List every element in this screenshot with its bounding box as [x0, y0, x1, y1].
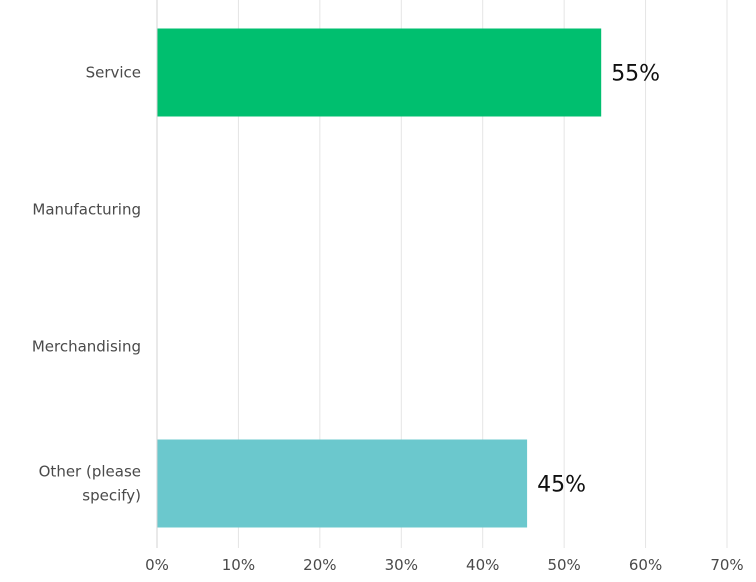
x-tick-label-40: 40%: [466, 556, 499, 574]
category-label-merchandising: Merchandising: [32, 338, 141, 356]
bar-other-please-specify: [157, 439, 528, 528]
bars: [157, 28, 602, 528]
category-label-other-please-specify: Other (please specify): [39, 463, 141, 505]
x-tick-label-10: 10%: [222, 556, 255, 574]
category-label-line: Other (please: [39, 463, 141, 481]
category-label-service: Service: [86, 64, 141, 82]
category-label-line: Manufacturing: [32, 201, 141, 219]
category-label-line: Service: [86, 64, 141, 82]
data-label-service: 55%: [611, 62, 660, 87]
labels: 0% 10% 20% 30% 40% 50% 60% 70% 55% Service Manufac…: [32, 62, 744, 575]
category-label-manufacturing: Manufacturing: [32, 201, 141, 219]
x-tick-label-70: 70%: [710, 556, 743, 574]
category-label-line: Merchandising: [32, 338, 141, 356]
data-label-other-please-specify: 45%: [537, 473, 586, 498]
x-tick-label-20: 20%: [303, 556, 336, 574]
x-tick-label-50: 50%: [547, 556, 580, 574]
bar-service: [157, 28, 602, 117]
x-tick-label-60: 60%: [629, 556, 662, 574]
x-tick-label-0: 0%: [145, 556, 169, 574]
category-label-line: specify): [82, 487, 141, 505]
x-tick-label-30: 30%: [385, 556, 418, 574]
